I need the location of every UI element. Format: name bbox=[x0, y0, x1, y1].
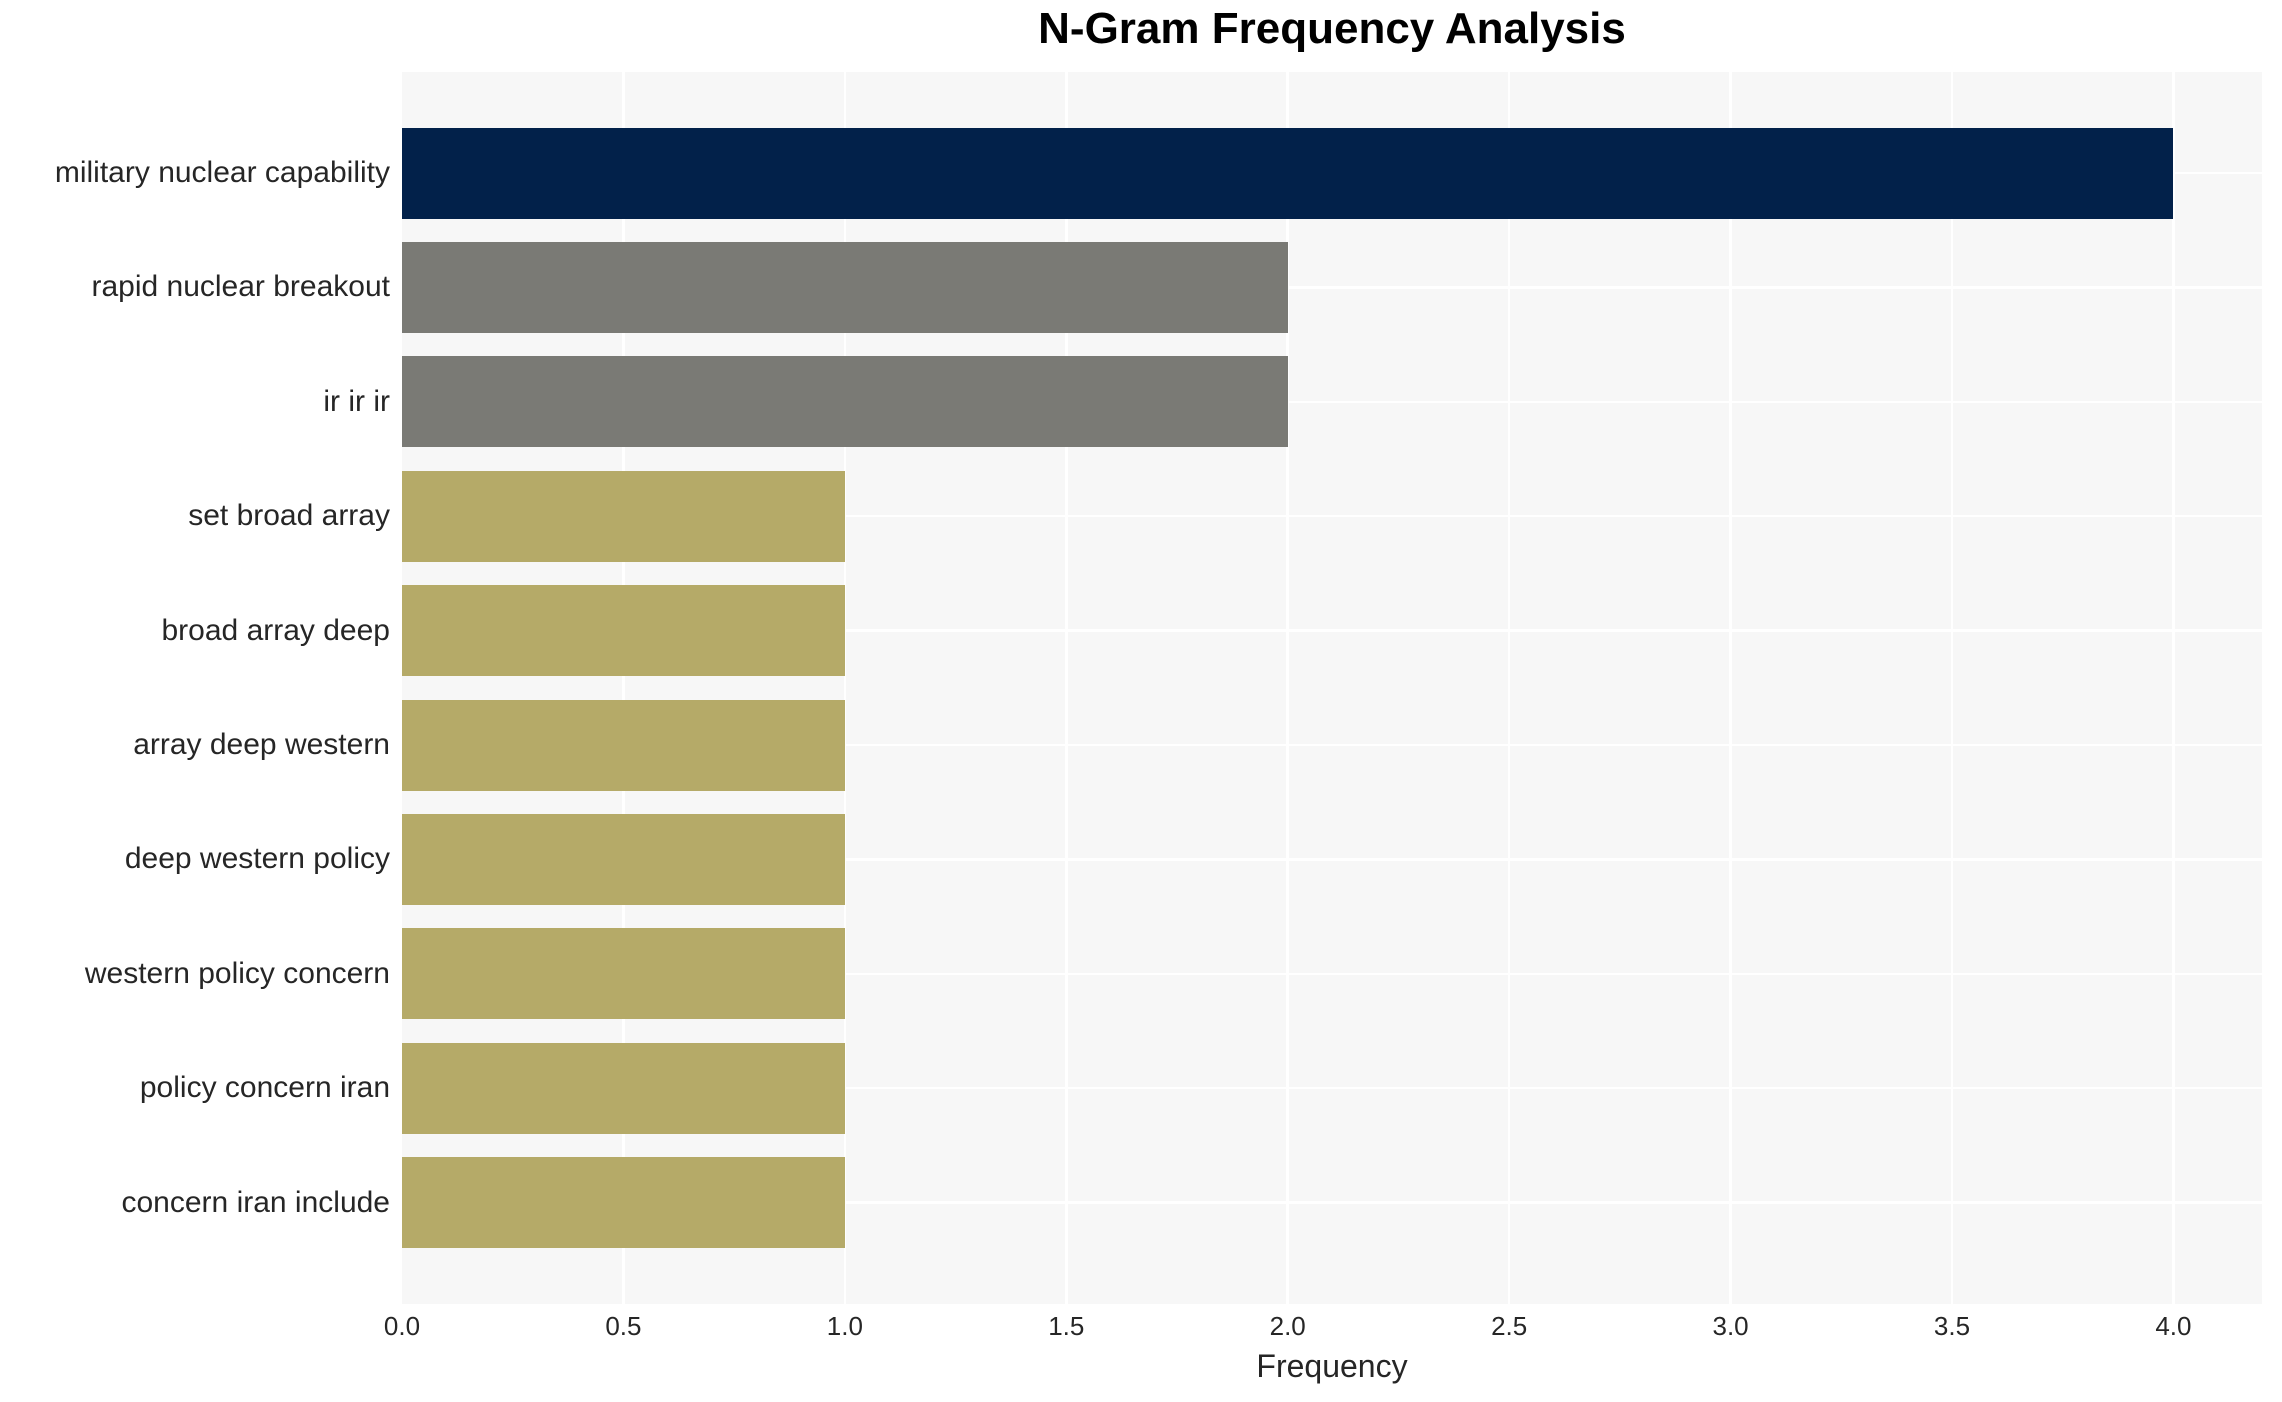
y-tick-label: broad array deep bbox=[161, 613, 391, 647]
horizontal-gridline bbox=[402, 743, 2262, 747]
plot-area bbox=[402, 72, 2262, 1304]
y-tick-label: rapid nuclear breakout bbox=[91, 270, 390, 304]
x-axis-label: Frequency bbox=[1256, 1348, 1408, 1384]
y-tick-label: deep western policy bbox=[124, 842, 390, 876]
bar-military-nuclear-capability bbox=[402, 127, 2174, 219]
x-tick-label: 0.0 bbox=[383, 1311, 421, 1341]
y-tick-label: western policy concern bbox=[84, 956, 390, 990]
x-tick-label: 2.5 bbox=[1491, 1311, 1528, 1341]
horizontal-gridline bbox=[402, 400, 2262, 404]
vertical-gridline bbox=[622, 72, 625, 1304]
y-axis-labels: military nuclear capability rapid nuclear… bbox=[0, 72, 390, 1304]
bar-set-broad-array bbox=[402, 470, 845, 562]
y-tick-label: policy concern iran bbox=[139, 1071, 390, 1105]
vertical-gridline bbox=[1950, 72, 1954, 1304]
vertical-gridline bbox=[843, 72, 847, 1304]
horizontal-gridline bbox=[402, 514, 2262, 518]
x-tick-label: 3.5 bbox=[1933, 1311, 1971, 1341]
x-tick-label: 1.0 bbox=[826, 1311, 863, 1341]
bar-deep-western-policy bbox=[402, 813, 845, 905]
vertical-gridline bbox=[1065, 72, 1068, 1304]
bar-concern-iran-include bbox=[402, 1157, 845, 1249]
horizontal-gridline bbox=[402, 1201, 2262, 1204]
vertical-gridline bbox=[1729, 72, 1732, 1304]
horizontal-gridline bbox=[402, 858, 2262, 861]
y-tick-label: military nuclear capability bbox=[54, 156, 390, 189]
x-tick-label: 4.0 bbox=[2155, 1311, 2192, 1341]
vertical-gridline bbox=[1507, 72, 1511, 1304]
chart-title: N-Gram Frequency Analysis bbox=[1038, 4, 1626, 53]
x-tick-label: 1.5 bbox=[1048, 1311, 1085, 1341]
bar-ir-ir-ir bbox=[402, 356, 1288, 448]
horizontal-gridline bbox=[402, 286, 2262, 289]
vertical-gridline bbox=[2172, 72, 2175, 1304]
bar-array-deep-western bbox=[402, 699, 845, 791]
bar-rapid-nuclear-breakout bbox=[402, 241, 1288, 333]
x-tick-label: 3.0 bbox=[1712, 1311, 1749, 1341]
y-tick-label: concern iran include bbox=[121, 1185, 391, 1219]
x-tick-label: 0.5 bbox=[605, 1311, 642, 1341]
horizontal-gridline bbox=[402, 1086, 2262, 1090]
bar-western-policy-concern bbox=[402, 928, 845, 1020]
y-tick-label: ir ir ir bbox=[323, 384, 390, 418]
y-tick-label: set broad array bbox=[188, 499, 390, 533]
horizontal-gridline bbox=[402, 972, 2262, 976]
bar-policy-concern-iran bbox=[402, 1042, 845, 1134]
bar-broad-array-deep bbox=[402, 585, 845, 677]
x-tick-label: 2.0 bbox=[1269, 1311, 1306, 1341]
y-tick-label: array deep western bbox=[133, 728, 390, 761]
horizontal-gridline bbox=[402, 629, 2262, 632]
vertical-gridline bbox=[1286, 72, 1289, 1304]
